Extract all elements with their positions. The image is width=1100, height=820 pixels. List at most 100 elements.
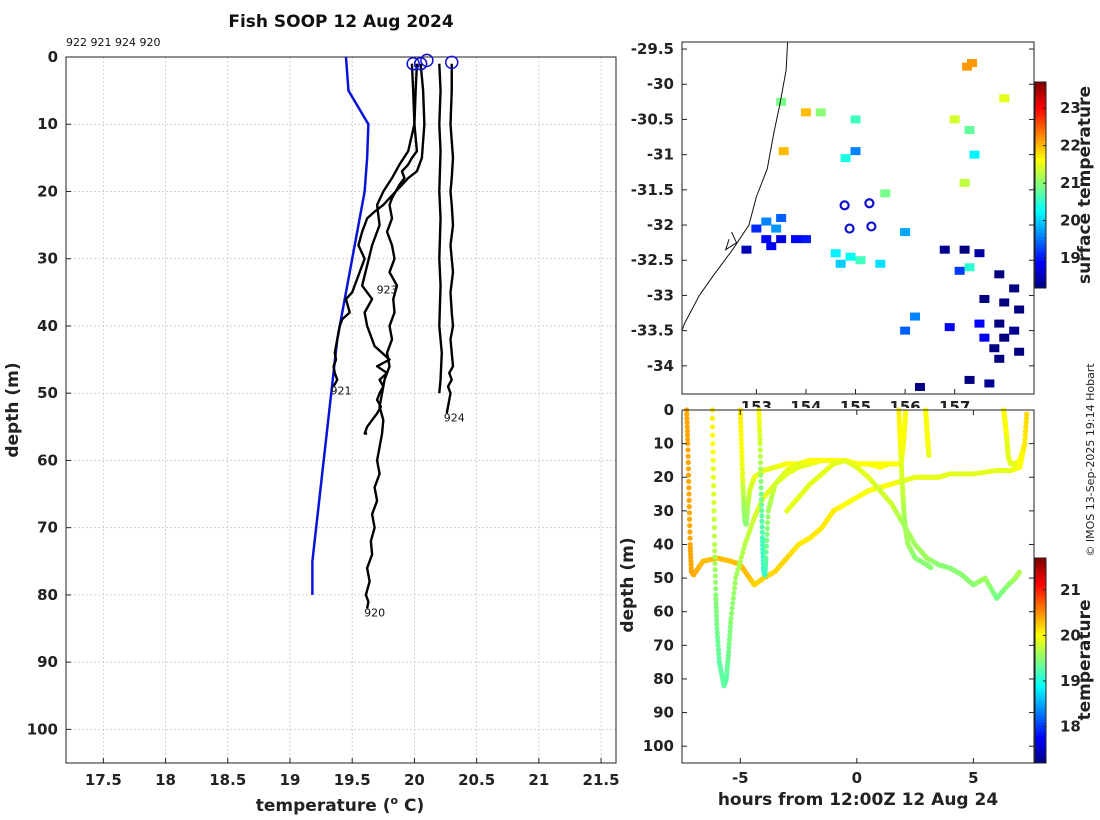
map-colorbar-segment xyxy=(1035,246,1046,251)
depth-time-point xyxy=(764,525,770,532)
depth-time-point xyxy=(712,541,718,548)
map-colorbar-segment xyxy=(1035,219,1046,224)
depth-time-point xyxy=(711,499,717,506)
depth-time-point xyxy=(686,510,693,516)
map-colorbar-segment xyxy=(1035,284,1046,289)
depth-time-point xyxy=(1022,436,1028,443)
depth-time-point xyxy=(728,620,734,626)
depth-time-point xyxy=(713,604,719,611)
depth-time-panel: 0 10 20 30 40 50 60 70 80 90 100 -5 0 5 18 19 20 21 xyxy=(643,401,1081,787)
depth-time-point xyxy=(685,441,691,447)
map-colorbar-segment xyxy=(1035,109,1046,114)
map-panel: -29.5 -30 -30.5 -31 -31.5 -32 -32.5 -33 -33.5 -34… xyxy=(631,40,1081,416)
sst-cell xyxy=(830,249,841,258)
temperature-colorbar-segment xyxy=(1035,667,1046,672)
depth-time-point xyxy=(711,516,717,522)
depth-time-point xyxy=(726,641,732,647)
temperature-colorbar-segment xyxy=(1035,595,1046,600)
profile-end-label: 920 xyxy=(364,606,385,619)
sst-cell xyxy=(914,382,925,391)
profile-x-tick-label: 20.5 xyxy=(458,771,495,789)
sst-cell xyxy=(1014,347,1025,356)
sst-cell xyxy=(969,150,980,159)
temperature-colorbar-segment xyxy=(1035,575,1046,579)
map-colorbar-segment xyxy=(1035,277,1046,282)
credit-text: © IMOS 13-Sep-2025 19:14 Hobart xyxy=(1084,363,1097,557)
temperature-colorbar-segment xyxy=(1035,742,1046,747)
depth-time-y-tick-label: 40 xyxy=(653,535,674,553)
depth-time-y-tick-label: 90 xyxy=(653,704,674,722)
profile-y-tick-label: 20 xyxy=(37,182,58,200)
depth-time-point xyxy=(758,502,765,508)
depth-time-point xyxy=(1023,420,1029,426)
temperature-colorbar-label: temperature xyxy=(1075,599,1095,720)
temperature-colorbar-segment xyxy=(1035,725,1046,730)
depth-time-point xyxy=(727,624,733,630)
depth-time-y-tick-label: 80 xyxy=(653,670,674,688)
map-colorbar-segment xyxy=(1035,106,1046,110)
depth-time-point xyxy=(711,491,717,497)
map-colorbar-segment xyxy=(1035,226,1046,231)
map-colorbar-segment xyxy=(1035,236,1046,241)
surface-marker xyxy=(420,53,434,68)
map-colorbar-segment xyxy=(1035,250,1046,255)
sst-cell xyxy=(855,256,866,265)
map-colorbar-segment xyxy=(1035,116,1046,121)
sst-cell xyxy=(1009,284,1020,293)
map-frame xyxy=(681,41,1035,395)
sst-cell xyxy=(875,259,886,268)
temperature-colorbar-segment xyxy=(1035,592,1046,597)
sst-cell xyxy=(959,245,970,254)
temperature-colorbar-segment xyxy=(1035,609,1046,614)
depth-time-point xyxy=(738,428,744,434)
depth-time-point xyxy=(903,409,909,415)
coastline xyxy=(681,41,789,331)
map-colorbar-tick-label: 21 xyxy=(1060,174,1081,192)
sst-cell xyxy=(999,94,1010,103)
depth-time-point xyxy=(713,586,719,592)
sst-cell xyxy=(984,379,995,388)
profile-y-tick-label: 60 xyxy=(37,451,58,469)
sst-cell xyxy=(994,354,1005,363)
profile-y-tick-label: 40 xyxy=(37,317,58,335)
depth-time-point xyxy=(763,555,769,561)
ship-position-marker xyxy=(866,221,877,232)
map-colorbar-segment xyxy=(1035,198,1046,203)
depth-time-point xyxy=(685,447,691,453)
temperature-colorbar-segment xyxy=(1035,605,1046,610)
depth-time-point xyxy=(738,554,745,560)
temperature-colorbar-segment xyxy=(1035,718,1046,723)
temperature-colorbar-segment xyxy=(1035,694,1046,699)
depth-time-y-tick-label: 60 xyxy=(653,603,674,621)
profile-end-label: 924 xyxy=(444,411,465,424)
depth-time-y-label: depth (m) xyxy=(618,537,638,632)
profile-ids: 922 921 924 920 xyxy=(66,36,160,49)
map-colorbar-segment xyxy=(1035,154,1046,159)
depth-time-point xyxy=(712,567,718,573)
depth-time-point xyxy=(684,432,691,438)
map-colorbar-segment xyxy=(1035,136,1046,141)
profile-line-923 xyxy=(360,63,419,435)
profile-y-label: depth (m) xyxy=(3,362,23,457)
map-colorbar-segment xyxy=(1035,167,1046,172)
depth-time-point xyxy=(714,617,720,623)
depth-time-point xyxy=(728,610,735,616)
depth-time-point xyxy=(759,538,766,545)
depth-time-point xyxy=(1023,415,1030,422)
temperature-colorbar-segment xyxy=(1035,561,1046,566)
temperature-colorbar-segment xyxy=(1035,732,1046,737)
depth-time-y-tick-label: 30 xyxy=(653,502,674,520)
depth-time-point xyxy=(739,449,745,455)
depth-time-point xyxy=(730,600,736,606)
map-colorbar-segment xyxy=(1035,112,1046,117)
map-colorbar-segment xyxy=(1035,147,1046,152)
depth-time-point xyxy=(687,529,693,535)
depth-time-point xyxy=(687,522,693,529)
depth-time-frame xyxy=(681,409,1035,764)
sst-cell xyxy=(967,59,978,68)
sst-cell xyxy=(850,115,861,124)
sst-cell xyxy=(964,126,975,134)
depth-time-point xyxy=(713,596,719,602)
sst-cell xyxy=(999,298,1010,307)
profile-x-tick-label: 21.5 xyxy=(583,771,620,789)
